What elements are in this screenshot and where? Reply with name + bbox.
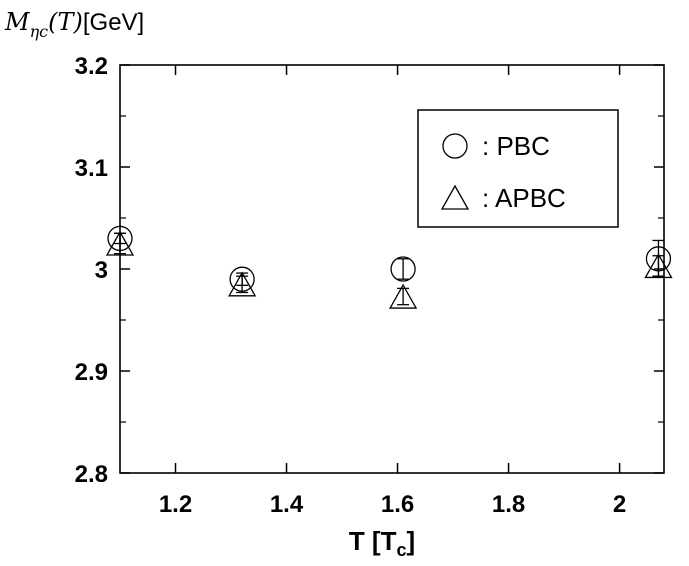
x-tick-label: 2 bbox=[613, 491, 626, 518]
y-axis-title: Mηc(T)[GeV] bbox=[4, 8, 144, 41]
x-tick-label: 1.2 bbox=[159, 491, 192, 518]
apbc-point bbox=[105, 230, 135, 256]
apbc-point bbox=[228, 271, 257, 297]
y-axis-symbol: M bbox=[4, 8, 31, 36]
tick-labels: 1.2 1.4 1.6 1.8 2 2.8 2.9 3 3.1 3.2 bbox=[75, 53, 627, 518]
x-tick-label: 1.8 bbox=[492, 491, 525, 518]
x-axis-title-text: T [T bbox=[349, 526, 397, 556]
x-axis-title-subscript: c bbox=[396, 540, 406, 560]
x-tick-label: 1.6 bbox=[381, 491, 414, 518]
y-tick-label: 3 bbox=[95, 257, 108, 284]
legend-box bbox=[417, 109, 619, 228]
y-tick-label: 2.8 bbox=[75, 461, 108, 488]
legend-label-pbc: : PBC bbox=[482, 131, 550, 161]
y-axis-subscript: ηc bbox=[30, 22, 49, 41]
apbc-point bbox=[388, 283, 418, 309]
x-axis-title: T [Tc] bbox=[349, 526, 415, 560]
y-tick-label: 3.1 bbox=[75, 155, 108, 182]
y-tick-label: 2.9 bbox=[75, 359, 108, 386]
x-tick-label: 1.4 bbox=[270, 491, 304, 518]
x-axis-title-close: ] bbox=[407, 526, 416, 556]
y-axis-unit: [GeV] bbox=[83, 9, 144, 36]
legend-label-apbc: : APBC bbox=[482, 183, 566, 213]
legend-marker-pbc bbox=[442, 133, 468, 159]
data-points bbox=[105, 225, 673, 309]
legend: : PBC : APBC bbox=[417, 109, 619, 228]
apbc-point bbox=[644, 253, 673, 279]
ticks bbox=[120, 64, 664, 474]
y-tick-label: 3.2 bbox=[75, 53, 108, 80]
pbc-point bbox=[390, 256, 416, 282]
legend-marker-apbc bbox=[440, 184, 470, 210]
y-axis-argument: (T) bbox=[48, 8, 83, 36]
